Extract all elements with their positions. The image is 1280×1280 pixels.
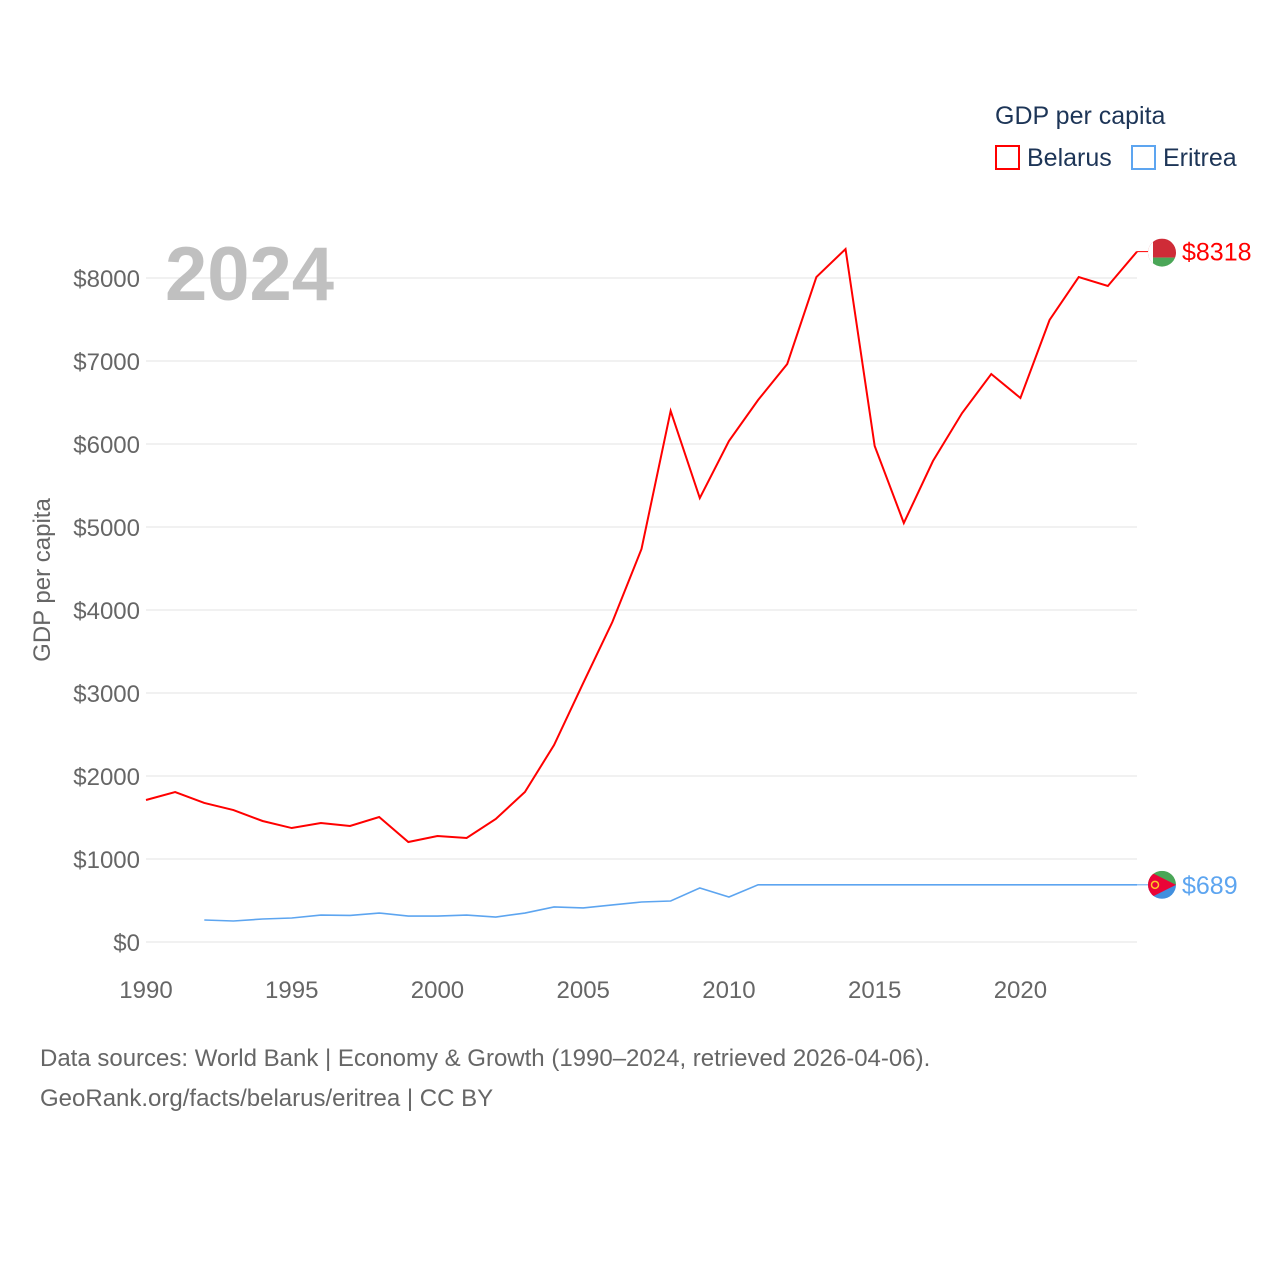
y-tick-label: $5000 bbox=[73, 515, 140, 542]
y-tick-label: $0 bbox=[113, 930, 140, 957]
x-tick-label: 2010 bbox=[702, 977, 755, 1004]
source-line-1: Data sources: World Bank | Economy & Gro… bbox=[40, 1045, 931, 1072]
legend-swatch-eritrea[interactable] bbox=[1131, 145, 1156, 170]
legend-label-belarus[interactable]: Belarus bbox=[1027, 144, 1112, 172]
y-tick-label: $3000 bbox=[73, 681, 140, 708]
end-value-label-eritrea: $689 bbox=[1182, 872, 1238, 900]
x-tick-label: 2005 bbox=[557, 977, 610, 1004]
y-tick-label: $8000 bbox=[73, 266, 140, 293]
x-tick-label: 2020 bbox=[994, 977, 1047, 1004]
legend-label-eritrea[interactable]: Eritrea bbox=[1163, 144, 1237, 172]
belarus-flag-icon bbox=[1148, 238, 1176, 267]
legend-swatch-belarus[interactable] bbox=[995, 145, 1020, 170]
y-tick-label: $2000 bbox=[73, 764, 140, 791]
y-tick-label: $6000 bbox=[73, 432, 140, 459]
x-tick-label: 2000 bbox=[411, 977, 464, 1004]
end-value-label-belarus: $8318 bbox=[1182, 239, 1252, 267]
series-line-belarus bbox=[145, 246, 1138, 844]
y-axis-label: GDP per capita bbox=[29, 498, 56, 662]
source-line-2[interactable]: GeoRank.org/facts/belarus/eritrea | CC B… bbox=[40, 1085, 494, 1112]
x-tick-label: 1995 bbox=[265, 977, 318, 1004]
year-watermark: 2024 bbox=[165, 232, 334, 317]
x-tick-label: 1990 bbox=[119, 977, 172, 1004]
line-chart: $0 $1000 $2000 $3000 $4000 $5000 $6000 $7000 $80… bbox=[29, 102, 1252, 1004]
legend-title: GDP per capita bbox=[995, 102, 1166, 130]
y-tick-label: $4000 bbox=[73, 598, 140, 625]
x-tick-label: 2015 bbox=[848, 977, 901, 1004]
series-line-eritrea bbox=[204, 884, 1137, 922]
y-tick-label: $7000 bbox=[73, 349, 140, 376]
y-tick-label: $1000 bbox=[73, 847, 140, 874]
eritrea-flag-icon bbox=[1148, 870, 1176, 899]
